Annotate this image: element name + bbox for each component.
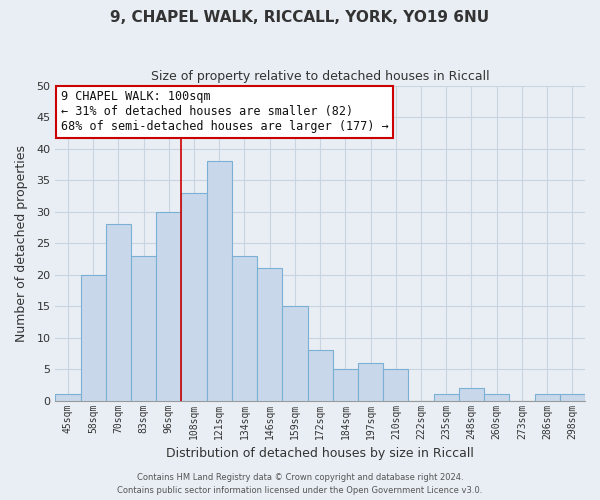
Bar xyxy=(535,394,560,400)
Bar xyxy=(156,212,181,400)
Text: 9, CHAPEL WALK, RICCALL, YORK, YO19 6NU: 9, CHAPEL WALK, RICCALL, YORK, YO19 6NU xyxy=(110,10,490,25)
Bar xyxy=(283,306,308,400)
Title: Size of property relative to detached houses in Riccall: Size of property relative to detached ho… xyxy=(151,70,490,83)
Bar xyxy=(257,268,283,400)
Bar xyxy=(459,388,484,400)
X-axis label: Distribution of detached houses by size in Riccall: Distribution of detached houses by size … xyxy=(166,447,474,460)
Bar xyxy=(333,369,358,400)
Bar xyxy=(106,224,131,400)
Bar xyxy=(206,161,232,400)
Bar xyxy=(358,363,383,401)
Bar xyxy=(181,192,206,400)
Bar xyxy=(484,394,509,400)
Bar xyxy=(560,394,585,400)
Bar xyxy=(434,394,459,400)
Text: Contains HM Land Registry data © Crown copyright and database right 2024.
Contai: Contains HM Land Registry data © Crown c… xyxy=(118,474,482,495)
Bar xyxy=(232,256,257,400)
Bar xyxy=(55,394,80,400)
Bar xyxy=(80,274,106,400)
Bar xyxy=(383,369,409,400)
Bar xyxy=(131,256,156,400)
Text: 9 CHAPEL WALK: 100sqm
← 31% of detached houses are smaller (82)
68% of semi-deta: 9 CHAPEL WALK: 100sqm ← 31% of detached … xyxy=(61,90,388,134)
Y-axis label: Number of detached properties: Number of detached properties xyxy=(15,144,28,342)
Bar xyxy=(308,350,333,401)
